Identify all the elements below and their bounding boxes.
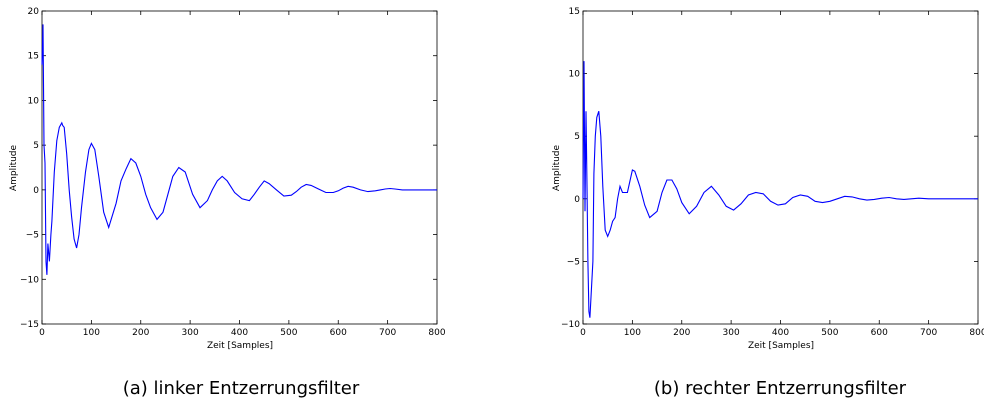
x-tick-label-left-5: 500 — [280, 328, 297, 338]
caption-left: (a) linker Entzerrungsfilter — [123, 378, 360, 399]
x-tick-label-left-6: 600 — [330, 328, 347, 338]
plot-area-left — [41, 10, 438, 325]
x-tick-label-right-4: 400 — [772, 328, 789, 338]
caption-right: (b) rechter Entzerrungsfilter — [654, 378, 907, 399]
tick-labels-left: 0 100 200 300 400 500 600 700 800 −15 −10 −5 0 5 10 15 2… — [20, 7, 446, 338]
x-tick-label-right-8: 800 — [969, 328, 984, 338]
y-tick-label-right-3: 5 — [574, 132, 580, 142]
x-tick-label-right-3: 300 — [723, 328, 740, 338]
plot-area-right — [582, 10, 979, 325]
ylabel-left: Amplitude — [9, 144, 19, 191]
chart-right: 0 100 200 300 400 500 600 700 800 −10 −5 0 5 10 15 Zei… — [552, 7, 984, 399]
x-tick-label-left-0: 0 — [39, 328, 45, 338]
y-tick-label-right-0: −10 — [561, 320, 580, 330]
y-tick-label-left-7: 20 — [28, 7, 40, 17]
x-tick-label-right-6: 600 — [871, 328, 888, 338]
y-tick-label-left-6: 15 — [28, 52, 39, 62]
ylabel-right: Amplitude — [552, 144, 562, 191]
xlabel-right: Zeit [Samples] — [748, 341, 814, 351]
series-line-right — [582, 61, 978, 318]
y-tick-label-left-0: −15 — [20, 320, 39, 330]
x-tick-label-left-1: 100 — [83, 328, 100, 338]
y-tick-label-right-5: 15 — [569, 7, 580, 17]
y-tick-label-left-2: −5 — [26, 231, 39, 241]
x-tick-label-right-7: 700 — [920, 328, 937, 338]
x-tick-label-left-8: 800 — [428, 328, 445, 338]
xlabel-left: Zeit [Samples] — [207, 341, 273, 351]
series-line-left — [41, 24, 437, 275]
x-tick-label-left-7: 700 — [379, 328, 396, 338]
y-tick-label-left-4: 5 — [33, 141, 39, 151]
y-tick-label-right-4: 10 — [569, 70, 581, 80]
x-tick-label-left-4: 400 — [231, 328, 248, 338]
tick-labels-right: 0 100 200 300 400 500 600 700 800 −10 −5 0 5 10 15 — [561, 7, 984, 338]
x-tick-label-left-3: 300 — [182, 328, 199, 338]
chart-left: 0 100 200 300 400 500 600 700 800 −15 −10 −5 0 5 10 15 2… — [9, 7, 446, 399]
x-tick-label-right-2: 200 — [673, 328, 690, 338]
x-tick-label-right-0: 0 — [580, 328, 586, 338]
y-tick-label-left-3: 0 — [33, 186, 39, 196]
y-tick-label-left-5: 10 — [28, 96, 40, 106]
y-tick-label-right-2: 0 — [574, 195, 580, 205]
x-tick-label-left-2: 200 — [132, 328, 149, 338]
x-tick-label-right-5: 500 — [821, 328, 838, 338]
y-tick-label-left-1: −10 — [20, 275, 39, 285]
tick-marks-right — [582, 10, 979, 325]
y-tick-label-right-1: −5 — [567, 257, 580, 267]
x-tick-label-right-1: 100 — [624, 328, 641, 338]
